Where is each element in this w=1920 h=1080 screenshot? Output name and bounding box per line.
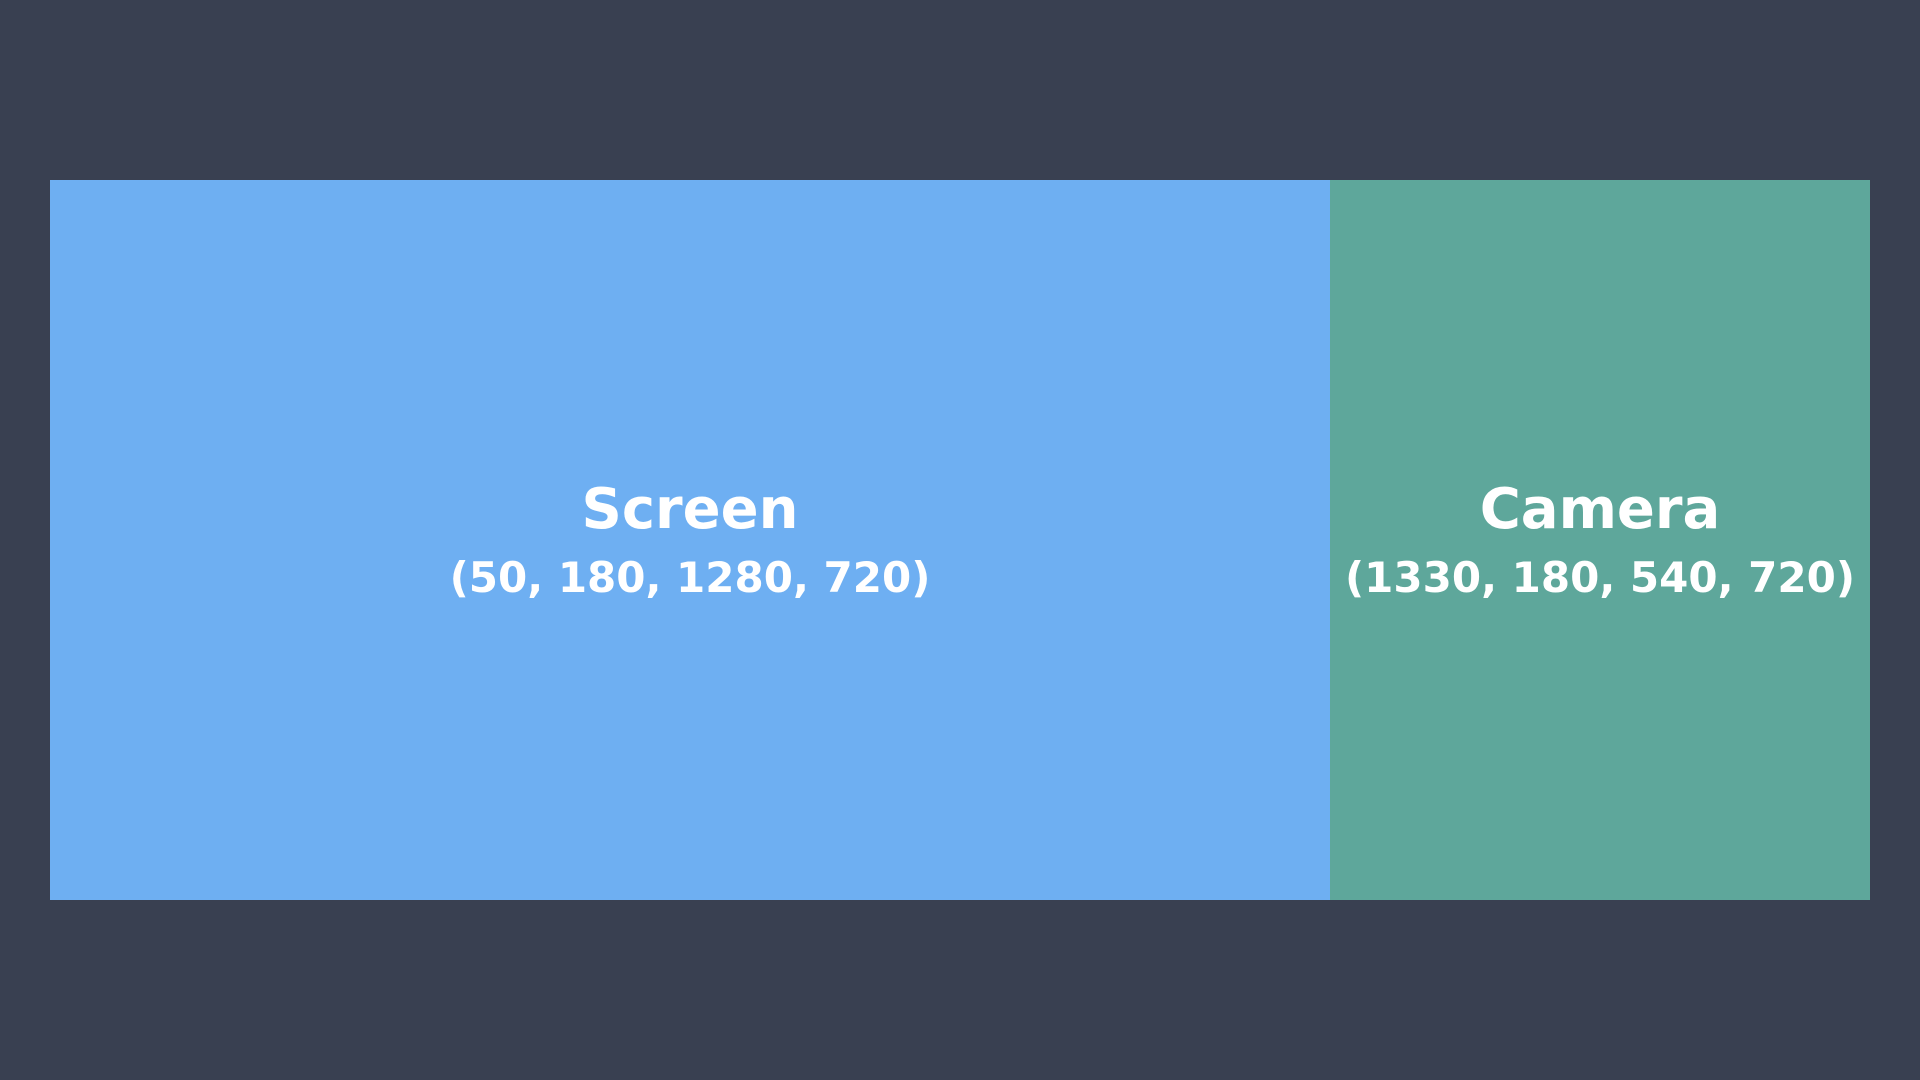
camera-region: Camera (1330, 180, 540, 720)	[1330, 180, 1870, 900]
camera-region-coords: (1330, 180, 540, 720)	[1344, 553, 1856, 603]
screen-region: Screen (50, 180, 1280, 720)	[50, 180, 1330, 900]
screen-region-label: Screen	[581, 477, 799, 543]
camera-region-label: Camera	[1479, 477, 1721, 543]
screen-region-coords: (50, 180, 1280, 720)	[449, 553, 931, 603]
